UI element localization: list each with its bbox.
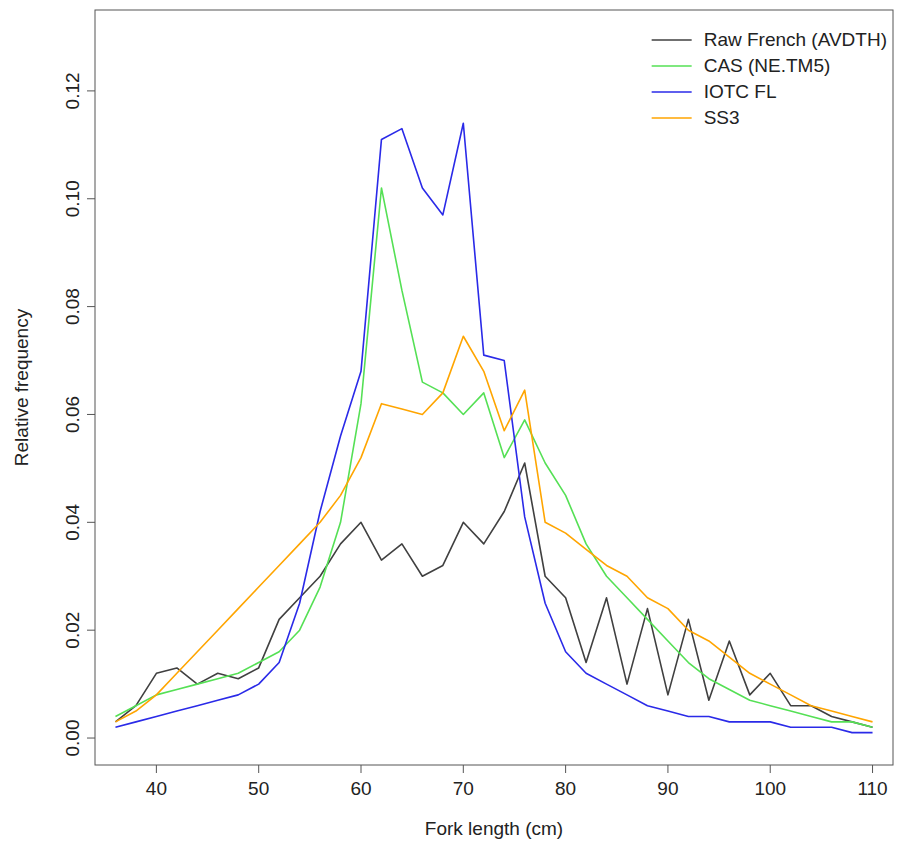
legend: Raw French (AVDTH) CAS (NE.TM5) IOTC FL SS3 bbox=[652, 29, 887, 128]
x-tick-label: 50 bbox=[248, 778, 269, 799]
y-tick bbox=[87, 198, 95, 199]
y-tick-label: 0.04 bbox=[62, 503, 83, 540]
series-line bbox=[115, 188, 872, 727]
series-line bbox=[115, 336, 872, 722]
x-axis-title: Fork length (cm) bbox=[425, 818, 563, 839]
legend-swatch bbox=[652, 65, 692, 67]
legend-swatch bbox=[652, 91, 692, 93]
x-tick-label: 80 bbox=[555, 778, 576, 799]
y-tick bbox=[87, 90, 95, 91]
x-tick bbox=[872, 765, 873, 773]
series-line bbox=[115, 463, 872, 727]
y-tick bbox=[87, 522, 95, 523]
x-tick bbox=[361, 765, 362, 773]
x-tick-label: 70 bbox=[453, 778, 474, 799]
y-tick-label: 0.02 bbox=[62, 612, 83, 649]
legend-label: IOTC FL bbox=[704, 81, 777, 102]
series-group bbox=[115, 123, 872, 732]
chart: 40 50 60 70 80 90 100 110 0.00 0.02 0.04 0.06 0.08 0.… bbox=[0, 0, 909, 853]
y-tick-label: 0.10 bbox=[62, 180, 83, 217]
y-tick bbox=[87, 738, 95, 739]
y-axis-title: Relative frequency bbox=[11, 308, 32, 466]
y-tick bbox=[87, 306, 95, 307]
x-tick-label: 110 bbox=[857, 778, 887, 799]
y-tick bbox=[87, 414, 95, 415]
x-tick bbox=[258, 765, 259, 773]
plot-frame bbox=[95, 10, 893, 765]
legend-label: SS3 bbox=[704, 107, 740, 128]
y-tick bbox=[87, 630, 95, 631]
y-tick-label: 0.00 bbox=[62, 720, 83, 757]
legend-swatch bbox=[652, 39, 692, 41]
y-tick-label: 0.12 bbox=[62, 72, 83, 109]
x-tick bbox=[565, 765, 566, 773]
legend-label: CAS (NE.TM5) bbox=[704, 55, 831, 76]
x-tick-label: 100 bbox=[754, 778, 786, 799]
x-tick bbox=[156, 765, 157, 773]
y-tick-label: 0.08 bbox=[62, 288, 83, 325]
y-tick-label: 0.06 bbox=[62, 396, 83, 433]
legend-label: Raw French (AVDTH) bbox=[704, 29, 887, 50]
x-tick-label: 90 bbox=[657, 778, 678, 799]
x-tick bbox=[667, 765, 668, 773]
legend-swatch bbox=[652, 117, 692, 119]
x-tick-label: 60 bbox=[350, 778, 371, 799]
x-tick-label: 40 bbox=[146, 778, 167, 799]
x-tick bbox=[770, 765, 771, 773]
x-tick bbox=[463, 765, 464, 773]
series-line bbox=[115, 123, 872, 732]
